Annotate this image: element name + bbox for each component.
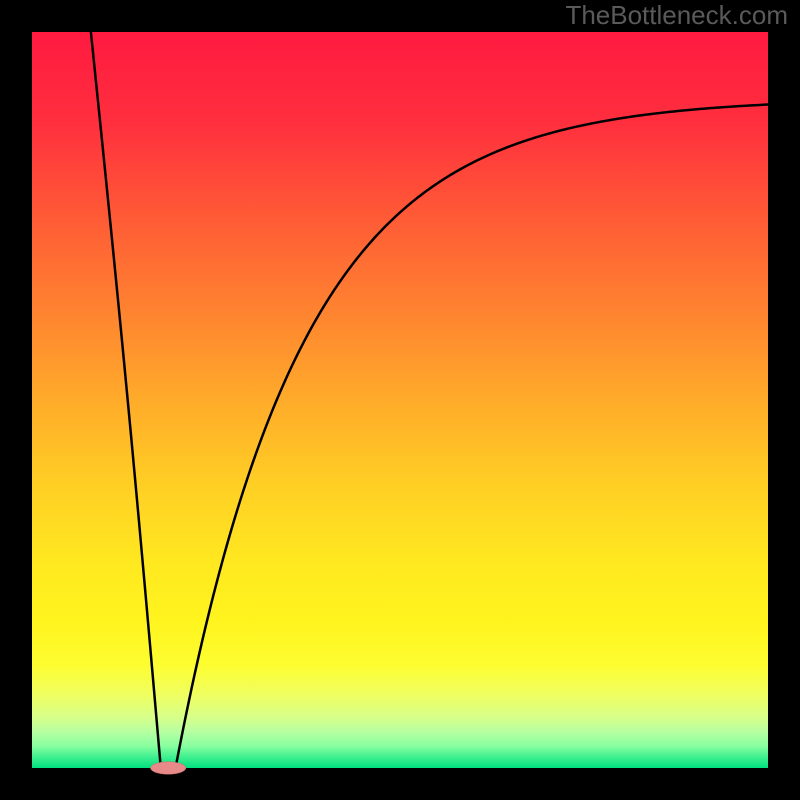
chart-background-gradient	[32, 32, 768, 768]
attribution-label: TheBottleneck.com	[565, 0, 788, 30]
bottleneck-marker	[150, 762, 185, 775]
chart-container: TheBottleneck.com	[0, 0, 800, 800]
bottleneck-chart: TheBottleneck.com	[0, 0, 800, 800]
